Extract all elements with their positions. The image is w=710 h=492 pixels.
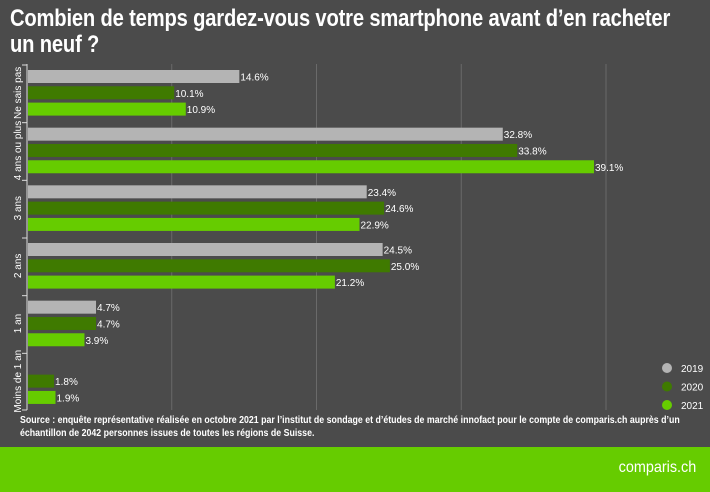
category-label: 4 ans ou plus <box>13 121 24 181</box>
bar-2021 <box>28 275 335 289</box>
data-label: 25.0% <box>391 262 419 273</box>
source-note: Source : enquête représentative réalisée… <box>20 415 680 439</box>
comparis-logo: comparis.ch <box>618 459 696 476</box>
category-label: 3 ans <box>13 196 24 220</box>
legend-label: 2020 <box>681 383 704 394</box>
bar-2021 <box>28 217 360 231</box>
data-label: 14.6% <box>240 73 268 84</box>
bar-2019 <box>28 300 97 314</box>
data-label: 10.1% <box>175 89 203 100</box>
legend-label: 2019 <box>681 364 704 375</box>
data-label: 1.8% <box>55 377 78 388</box>
bar-2021 <box>28 160 594 174</box>
legend-marker-2021 <box>662 400 672 410</box>
bar-2020 <box>28 259 390 273</box>
bar-2020 <box>28 201 385 215</box>
legend-marker-2020 <box>662 381 672 392</box>
data-label: 1.9% <box>57 393 80 404</box>
data-label: 22.9% <box>360 220 388 231</box>
bar-2019 <box>28 185 367 199</box>
data-label: 4.7% <box>97 303 120 314</box>
chart-title: Combien de temps gardez-vous votre smart… <box>10 5 671 58</box>
data-label: 3.9% <box>85 336 108 347</box>
data-label: 24.6% <box>385 204 413 215</box>
data-label: 32.8% <box>504 130 532 141</box>
data-label: 10.9% <box>187 105 215 116</box>
data-label: 33.8% <box>518 146 546 157</box>
data-label: 39.1% <box>595 163 623 174</box>
bar-2021 <box>28 390 56 404</box>
category-label: Moins de 1 an <box>13 350 24 413</box>
footer-band <box>0 447 710 492</box>
bar-chart: Ne sais pas 14.6% 10.1% 10.9% 4 ans ou plus 3… <box>13 64 704 413</box>
data-label: 21.2% <box>336 278 364 289</box>
bar-2019 <box>28 70 240 83</box>
legend-label: 2021 <box>681 401 704 412</box>
bar-2020 <box>28 143 518 157</box>
legend-marker-2019 <box>662 363 672 373</box>
category-label: Ne sais pas <box>13 67 24 119</box>
bar-2020 <box>28 86 175 100</box>
data-label: 23.4% <box>368 188 396 199</box>
bar-2019 <box>28 243 383 256</box>
category-label: 1 an <box>13 314 24 333</box>
bar-2019 <box>28 127 503 141</box>
bar-2021 <box>28 102 186 116</box>
bar-2021 <box>28 333 85 347</box>
bar-2020 <box>28 374 55 388</box>
data-label: 24.5% <box>384 246 412 257</box>
data-label: 4.7% <box>97 319 120 330</box>
bar-2020 <box>28 316 97 330</box>
category-label: 2 ans <box>13 254 24 278</box>
